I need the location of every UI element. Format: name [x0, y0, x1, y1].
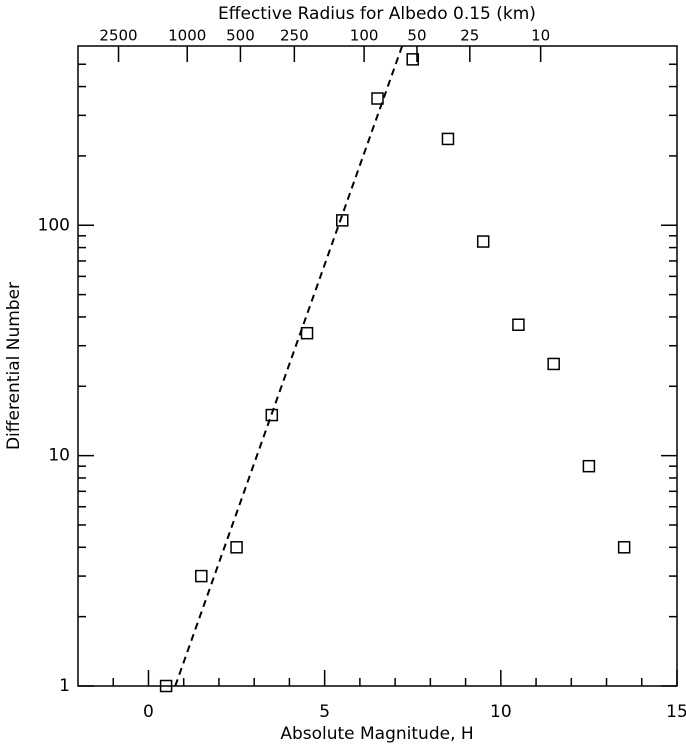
marker	[406, 53, 419, 66]
marker	[582, 459, 596, 473]
marker	[441, 132, 455, 146]
x2-tick-label: 10	[531, 27, 550, 45]
marker	[476, 235, 490, 248]
marker	[617, 541, 631, 554]
y-tick-label: 100	[38, 215, 70, 235]
marker	[265, 408, 279, 422]
y-tick-label: 10	[48, 446, 70, 466]
x-tick-label: 15	[666, 702, 686, 722]
marker	[159, 679, 173, 693]
x2-tick-label: 250	[280, 27, 309, 45]
x-tick-label: 0	[143, 702, 154, 722]
marker	[547, 357, 560, 371]
marker	[230, 541, 243, 554]
chart-title: Effective Radius for Albedo 0.15 (km)	[218, 4, 536, 24]
x2-tick-label: 25	[460, 27, 479, 45]
x2-tick-label: 50	[407, 27, 426, 45]
y-axis-label: Differential Number	[4, 282, 24, 450]
x-axis-label: Absolute Magnitude, H	[280, 724, 473, 744]
plot-frame	[77, 45, 678, 687]
x2-tick-label: 1000	[168, 27, 206, 45]
fit-line	[174, 45, 404, 687]
marker	[336, 214, 349, 227]
marker	[512, 318, 525, 331]
x-tick-label: 10	[490, 702, 512, 722]
marker	[300, 326, 314, 340]
y-tick-label: 1	[59, 676, 70, 696]
marker	[195, 569, 208, 583]
x2-tick-label: 2500	[99, 27, 137, 45]
x2-tick-label: 500	[226, 27, 255, 45]
x2-tick-label: 100	[350, 27, 379, 45]
x-tick-label: 5	[319, 702, 330, 722]
marker	[371, 92, 384, 105]
